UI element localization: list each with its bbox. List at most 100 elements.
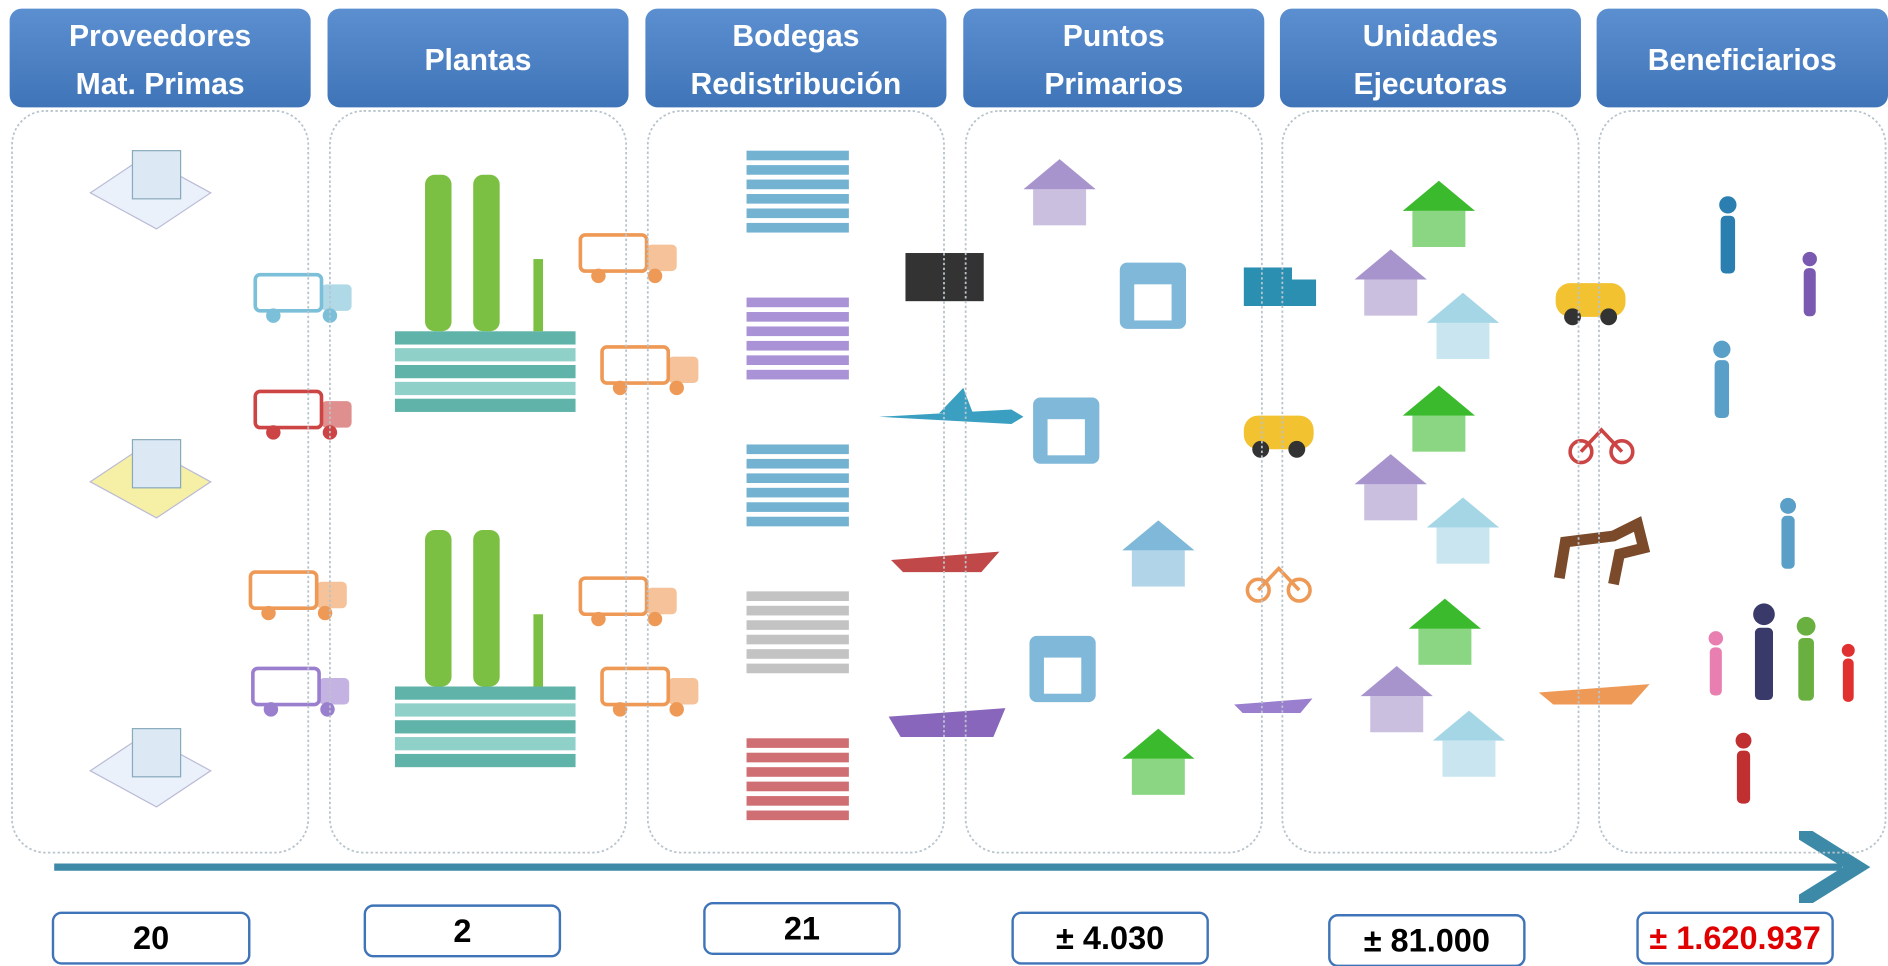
- boat: [891, 552, 999, 572]
- horse: [1559, 524, 1643, 584]
- chimney: [533, 259, 543, 331]
- warehouse: [747, 459, 849, 469]
- header-text: Ejecutoras: [1354, 68, 1508, 101]
- wheel: [261, 606, 275, 620]
- truck: [317, 582, 347, 608]
- chimney: [425, 530, 451, 687]
- factory-body: [395, 703, 576, 716]
- house: [1370, 696, 1423, 732]
- person: [1780, 498, 1796, 514]
- factory-body: [395, 331, 576, 344]
- boat: [1539, 684, 1650, 704]
- wheel: [1288, 441, 1305, 458]
- house: [1433, 711, 1505, 741]
- warehouse: [747, 180, 849, 190]
- factory-body: [395, 365, 576, 378]
- person: [1797, 617, 1816, 636]
- warehouse: [747, 194, 849, 204]
- wheel: [320, 702, 334, 716]
- wheel: [669, 381, 683, 395]
- person: [1803, 252, 1817, 266]
- wheel: [613, 381, 627, 395]
- count-text: 20: [133, 920, 169, 956]
- warehouse: [747, 811, 849, 821]
- wheel: [318, 606, 332, 620]
- truck: [321, 401, 351, 427]
- person: [1715, 360, 1729, 418]
- warehouse: [747, 767, 849, 777]
- truck: [647, 588, 677, 614]
- warehouse: [747, 606, 849, 616]
- house: [1122, 520, 1194, 550]
- house: [1355, 454, 1427, 484]
- house: [1436, 323, 1489, 359]
- house: [1418, 629, 1471, 665]
- person: [1737, 751, 1750, 804]
- depot: [1044, 658, 1081, 694]
- plane: [879, 388, 1023, 424]
- truck: [255, 275, 321, 311]
- warehouse: [747, 208, 849, 218]
- truck: [319, 678, 349, 704]
- wheel: [648, 269, 662, 283]
- warehouse: [747, 796, 849, 806]
- warehouse: [747, 738, 849, 748]
- warehouse: [747, 620, 849, 630]
- wheel: [1600, 308, 1617, 325]
- truck: [255, 391, 321, 427]
- warehouse: [747, 473, 849, 483]
- warehouse: [747, 326, 849, 336]
- icons: [90, 151, 1854, 820]
- warehouse: [747, 591, 849, 601]
- house: [1033, 189, 1086, 225]
- house: [1427, 497, 1499, 527]
- wheel: [266, 425, 280, 439]
- warehouse: [747, 312, 849, 322]
- person: [1709, 631, 1723, 645]
- wheel: [648, 612, 662, 626]
- house: [1364, 484, 1417, 520]
- factory-body: [395, 737, 576, 750]
- header-text: Proveedores: [69, 20, 251, 53]
- count-text: ± 81.000: [1364, 923, 1490, 959]
- supply-chain-diagram: ProveedoresMat. Primas20Plantas2BodegasR…: [0, 0, 1888, 966]
- count-text: ± 4.030: [1056, 920, 1164, 956]
- warehouse: [747, 341, 849, 351]
- truck: [580, 235, 646, 271]
- warehouse: [747, 517, 849, 527]
- chimney: [473, 175, 499, 332]
- person: [1781, 516, 1794, 569]
- warehouse: [747, 355, 849, 365]
- factory-body: [395, 348, 576, 361]
- truck: [1244, 267, 1292, 306]
- truck: [647, 245, 677, 271]
- warehouse: [747, 165, 849, 175]
- count-text: 2: [453, 913, 471, 949]
- warehouse: [747, 298, 849, 308]
- house: [1436, 528, 1489, 564]
- wheel: [266, 308, 280, 322]
- house: [1132, 550, 1185, 586]
- house: [1403, 385, 1475, 415]
- factory-body: [395, 686, 576, 699]
- factory-body: [395, 720, 576, 733]
- depot: [1048, 419, 1085, 455]
- wheel: [613, 702, 627, 716]
- warehouse: [747, 488, 849, 498]
- warehouse: [747, 502, 849, 512]
- house: [1442, 741, 1495, 777]
- wheel: [264, 702, 278, 716]
- wheel: [591, 269, 605, 283]
- warehouse: [747, 664, 849, 674]
- factory-body: [395, 399, 576, 412]
- house: [1132, 759, 1185, 795]
- person: [1736, 733, 1752, 749]
- depot: [1134, 284, 1171, 320]
- wheel: [591, 612, 605, 626]
- wheel: [669, 702, 683, 716]
- column-panel: [966, 111, 1262, 853]
- truck: [602, 347, 668, 383]
- header-text: Puntos: [1063, 20, 1165, 53]
- warehouse: [747, 370, 849, 380]
- house: [1361, 666, 1433, 696]
